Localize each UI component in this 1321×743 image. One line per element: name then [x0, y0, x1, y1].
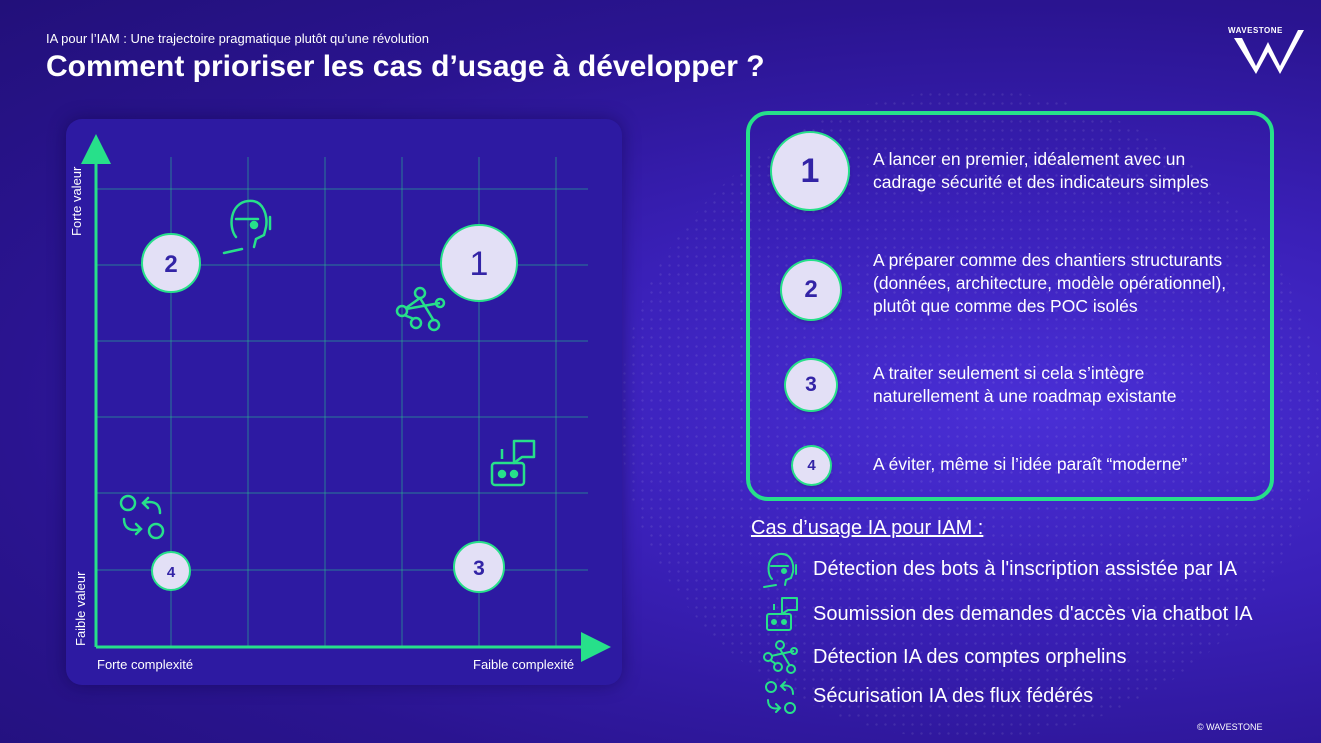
matrix-point-2-label: 2	[164, 251, 177, 278]
sync-flow-icon	[765, 681, 796, 714]
bot-face-icon	[222, 199, 272, 255]
use-case-label-2: Soumission des demandes d'accès via chat…	[813, 603, 1253, 625]
use-case-4: Sécurisation IA des flux fédérés	[762, 678, 1302, 716]
matrix-point-4-label: 4	[167, 564, 176, 581]
use-case-label-3: Détection IA des comptes orphelins	[813, 646, 1127, 668]
legend-text-3: A traiter seulement si cela s’intègre na…	[873, 363, 1177, 406]
matrix-point-3: 3	[453, 541, 505, 593]
use-case-1: Détection des bots à l'inscription assis…	[762, 551, 1302, 589]
x-axis-left-label: Forte complexité	[97, 657, 194, 672]
dotted-background	[620, 90, 1320, 740]
legend-number-1: 1	[772, 133, 848, 209]
matrix-point-1: 1	[440, 224, 518, 302]
page-title: Comment prioriser les cas d’usage à déve…	[46, 50, 765, 83]
network-icon	[763, 640, 798, 674]
bot-face-icon	[763, 552, 797, 588]
matrix-point-3-label: 3	[473, 557, 485, 580]
legend-text-1: A lancer en premier, idéalement avec un …	[873, 149, 1209, 192]
matrix-chart: 1 2 3 4	[81, 134, 611, 662]
network-icon	[395, 286, 446, 332]
y-axis-bottom-label: Faible valeur	[73, 571, 88, 646]
use-cases-title: Cas d’usage IA pour IAM :	[751, 517, 984, 539]
legend-text-2: A préparer comme des chantiers structura…	[873, 250, 1227, 316]
use-case-2: Soumission des demandes d'accès via chat…	[762, 596, 1302, 634]
logo-w-icon	[1234, 30, 1304, 74]
chatbot-icon	[490, 439, 536, 487]
logo-text: WAVESTONE	[1228, 26, 1283, 35]
matrix-point-2: 2	[141, 233, 201, 293]
use-case-label-4: Sécurisation IA des flux fédérés	[813, 685, 1094, 707]
page-subtitle: IA pour l’IAM : Une trajectoire pragmati…	[46, 31, 429, 46]
legend-item-1: 1 A lancer en premier, idéalement avec u…	[750, 131, 1270, 211]
legend-item-3: 3 A traiter seulement si cela s’intègre …	[750, 359, 1270, 415]
chatbot-icon	[766, 597, 798, 631]
legend-number-4: 4	[793, 447, 830, 484]
matrix-point-4: 4	[151, 551, 191, 591]
legend-item-4: 4 A éviter, même si l’idée paraît “moder…	[750, 445, 1270, 485]
priority-matrix: 1 2 3 4	[66, 119, 622, 685]
legend-number-2: 2	[782, 261, 840, 319]
x-axis-right-label: Faible complexité	[473, 657, 575, 672]
legend-text-4: A éviter, même si l’idée paraît “moderne…	[873, 454, 1188, 474]
y-axis-top-label: Forte valeur	[69, 166, 84, 236]
matrix-point-1-label: 1	[470, 245, 489, 283]
use-case-label-1: Détection des bots à l'inscription assis…	[813, 558, 1238, 580]
legend-item-2: 2 A préparer comme des chantiers structu…	[750, 250, 1270, 335]
sync-flow-icon	[119, 494, 165, 540]
legend-number-3: 3	[786, 360, 836, 410]
copyright: © WAVESTONE	[1197, 722, 1263, 732]
use-case-3: Détection IA des comptes orphelins	[762, 639, 1302, 677]
priority-legend: 1 A lancer en premier, idéalement avec u…	[746, 111, 1274, 501]
wavestone-logo: WAVESTONE	[1228, 26, 1306, 76]
